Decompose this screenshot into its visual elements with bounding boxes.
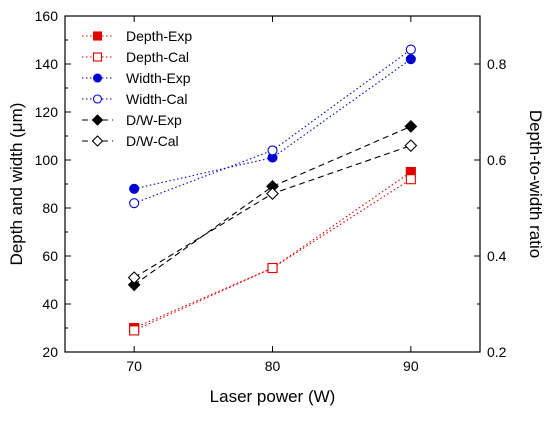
data-point-depth-cal bbox=[267, 262, 278, 274]
legend-label: Depth-Exp bbox=[126, 28, 192, 44]
data-point-width-exp bbox=[405, 54, 416, 65]
data-point-d-w-cal bbox=[404, 139, 418, 153]
y-left-tick-label: 40 bbox=[42, 296, 58, 312]
y-left-tick-label: 80 bbox=[42, 200, 58, 216]
data-point-width-exp bbox=[129, 183, 140, 194]
legend-marker bbox=[92, 94, 103, 104]
y-left-tick-label: 100 bbox=[35, 152, 59, 168]
series-line-d-w-cal bbox=[133, 145, 412, 279]
legend-label: Width-Exp bbox=[126, 70, 191, 86]
y-left-tick-label: 140 bbox=[35, 56, 59, 72]
legend-marker bbox=[91, 114, 104, 126]
x-tick-label: 90 bbox=[403, 358, 419, 374]
series-layer bbox=[127, 44, 418, 336]
legend-marker bbox=[92, 52, 103, 62]
legend: Depth-Exp Depth-Cal Width-Exp Width-Cal D/W-… bbox=[82, 28, 192, 149]
data-point-d-w-exp bbox=[404, 119, 418, 133]
legend-marker bbox=[91, 135, 104, 147]
data-point-width-cal bbox=[267, 145, 278, 156]
series-line-depth-cal bbox=[133, 178, 412, 331]
y-right-tick-label: 0.2 bbox=[487, 344, 507, 360]
y-left-tick-label: 20 bbox=[42, 344, 58, 360]
y-left-axis-title: Depth and width (μm) bbox=[7, 103, 26, 266]
x-tick-label: 80 bbox=[265, 358, 281, 374]
data-point-d-w-cal bbox=[266, 187, 279, 201]
legend-item-width-cal: Width-Cal bbox=[82, 91, 187, 107]
legend-label: D/W-Exp bbox=[126, 112, 182, 128]
data-point-d-w-cal bbox=[127, 271, 141, 285]
data-point-d-w-exp bbox=[127, 278, 141, 292]
series-depth-cal bbox=[129, 174, 416, 336]
y-right-axis-title: Depth-to-width ratio bbox=[526, 110, 545, 258]
y-right-tick-label: 0.4 bbox=[487, 248, 507, 264]
y-right-tick-label: 0.6 bbox=[487, 152, 507, 168]
legend-marker bbox=[92, 73, 103, 83]
series-d-w-cal bbox=[127, 139, 418, 285]
plot-area: 70 80 90 20 40 60 80 100 120 140 160 0.2 0.4 0.6 0.8 bbox=[35, 8, 507, 374]
series-d-w-exp bbox=[127, 119, 418, 292]
y-left-tick-label: 160 bbox=[35, 8, 59, 24]
legend-item-d-w-exp: D/W-Exp bbox=[82, 112, 182, 128]
y-left-tick-label: 120 bbox=[35, 104, 59, 120]
x-axis-title: Laser power (W) bbox=[210, 387, 336, 406]
data-point-depth-cal bbox=[129, 325, 140, 336]
data-point-depth-cal bbox=[405, 174, 416, 185]
y-right-tick-label: 0.8 bbox=[487, 56, 507, 72]
legend-marker bbox=[92, 31, 103, 41]
series-line-d-w-exp bbox=[133, 125, 412, 286]
legend-item-d-w-cal: D/W-Cal bbox=[82, 133, 179, 149]
data-point-width-cal bbox=[129, 198, 140, 209]
data-point-width-cal bbox=[405, 44, 416, 55]
legend-item-depth-exp: Depth-Exp bbox=[82, 28, 192, 44]
series-width-cal bbox=[129, 44, 416, 209]
y-left-tick-label: 60 bbox=[42, 248, 58, 264]
legend-item-depth-cal: Depth-Cal bbox=[82, 49, 189, 65]
legend-label: D/W-Cal bbox=[126, 133, 179, 149]
x-tick-label: 70 bbox=[126, 358, 142, 374]
legend-item-width-exp: Width-Exp bbox=[82, 70, 191, 86]
legend-label: Width-Cal bbox=[126, 91, 187, 107]
legend-label: Depth-Cal bbox=[126, 49, 189, 65]
